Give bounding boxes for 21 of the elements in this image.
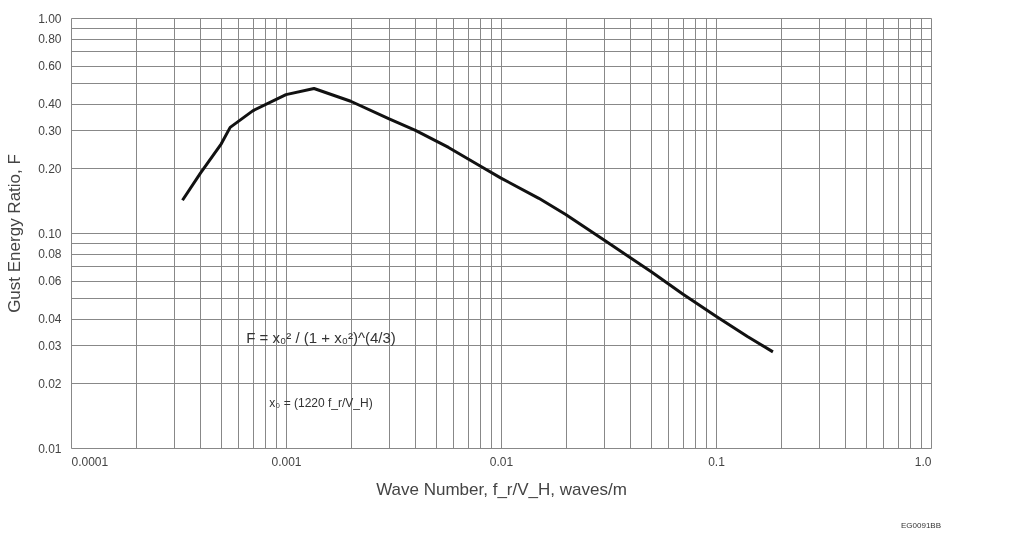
y-tick-label: 0.20 [38, 161, 62, 176]
y-tick-label: 0.60 [38, 59, 62, 74]
x-axis-title: Wave Number, f_r/V_H, waves/m [376, 479, 627, 499]
y-tick-label: 0.02 [38, 376, 62, 391]
y-tick-label: 0.10 [38, 226, 62, 241]
x-tick-label: 0.0001 [71, 454, 109, 469]
y-tick-label: 0.04 [38, 312, 62, 327]
y-tick-label: 0.30 [38, 123, 62, 138]
y-tick-label: 0.08 [38, 247, 62, 262]
y-tick-label: 0.40 [38, 97, 62, 112]
y-tick-label: 0.03 [38, 338, 62, 353]
y-tick-label: 0.80 [38, 32, 62, 47]
x-tick-label: 0.01 [489, 454, 514, 469]
text: EG0091BB [900, 521, 941, 530]
y-tick-label: 1.00 [38, 11, 62, 26]
x-tick-label: 0.1 [708, 454, 726, 469]
x-tick-label: 1.0 [914, 454, 932, 469]
y-tick-label: 0.06 [38, 274, 62, 289]
y-axis-title: Gust Energy Ratio, F [5, 154, 25, 313]
y-tick-label: 0.01 [38, 441, 62, 456]
x-tick-label: 0.001 [271, 454, 302, 469]
